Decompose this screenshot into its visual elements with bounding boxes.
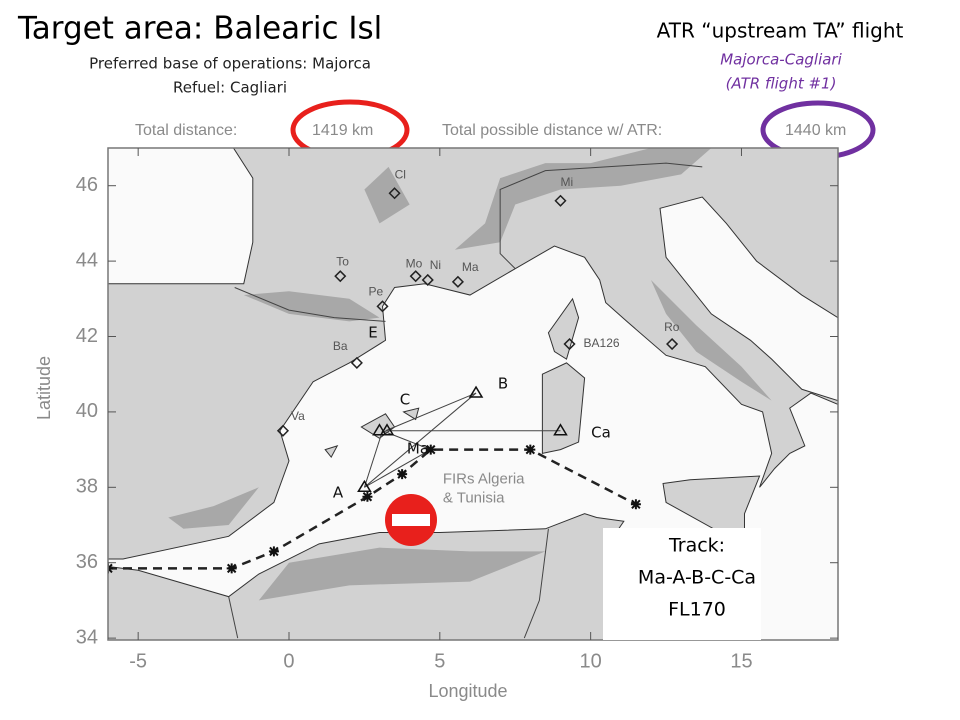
border bbox=[234, 287, 386, 322]
y-tick-label: 38 bbox=[76, 476, 98, 498]
waypoint-label: Ca bbox=[591, 424, 611, 442]
y-tick-label: 40 bbox=[76, 400, 98, 422]
station bbox=[409, 270, 422, 283]
track-point bbox=[525, 444, 536, 455]
distance-label: Total distance: bbox=[135, 122, 237, 139]
mountains bbox=[258, 547, 546, 601]
mountains bbox=[364, 166, 410, 224]
waypoint-label: Ma bbox=[407, 440, 429, 458]
station-label: Cl bbox=[395, 167, 406, 181]
route-leg bbox=[364, 392, 477, 488]
flight-title: ATR “upstream TA” flight bbox=[657, 19, 904, 43]
island bbox=[324, 444, 339, 459]
track-point bbox=[226, 563, 237, 574]
x-tick-label: 5 bbox=[434, 650, 445, 672]
station-label: Ro bbox=[664, 320, 680, 334]
route-leg bbox=[385, 392, 477, 432]
island bbox=[402, 407, 420, 421]
mountains bbox=[243, 291, 380, 322]
distance-value: 1419 km bbox=[312, 122, 373, 139]
flight-track bbox=[108, 448, 637, 570]
subtitle: Preferred base of operations: Majorca bbox=[89, 55, 371, 73]
station bbox=[388, 187, 401, 200]
map-frame bbox=[107, 147, 839, 641]
station bbox=[334, 270, 347, 283]
waypoint bbox=[372, 423, 387, 436]
station-label: Ba bbox=[333, 339, 348, 353]
station bbox=[421, 273, 434, 287]
y-tick-label: 34 bbox=[76, 626, 98, 648]
island bbox=[547, 297, 580, 360]
track-box bbox=[603, 528, 761, 640]
waypoint bbox=[468, 385, 484, 398]
station bbox=[376, 300, 389, 313]
y-tick-label: 44 bbox=[76, 249, 98, 271]
possible-label: Total possible distance w/ ATR: bbox=[442, 122, 662, 139]
station bbox=[350, 356, 363, 369]
station-label: Ni bbox=[430, 258, 441, 272]
track-text: Ma-A-B-C-Ca bbox=[638, 567, 756, 589]
y-axis-label: Latitude bbox=[34, 356, 54, 420]
no-entry-bar bbox=[392, 514, 430, 526]
waypoint-label: C bbox=[400, 391, 410, 409]
fir-label: FIRs Algeria bbox=[443, 471, 525, 488]
sea bbox=[108, 148, 254, 285]
station bbox=[666, 337, 679, 351]
track-text: Track: bbox=[668, 535, 725, 557]
sea bbox=[659, 196, 838, 402]
island bbox=[662, 475, 761, 537]
station-label: Mo bbox=[406, 256, 423, 270]
waypoint bbox=[379, 423, 395, 436]
station-label: Ma bbox=[462, 260, 479, 274]
fir-label: & Tunisia bbox=[443, 490, 505, 507]
border bbox=[523, 528, 549, 639]
waypoint bbox=[553, 423, 568, 436]
axes: -5 0 5 10 15 34 36 38 40 42 44 46 bbox=[76, 148, 838, 672]
station bbox=[563, 337, 576, 351]
flight-number: (ATR flight #1) bbox=[726, 75, 837, 93]
x-tick-label: 15 bbox=[730, 650, 752, 672]
waypoint-label: E bbox=[368, 324, 377, 342]
x-tick-label: 10 bbox=[580, 650, 602, 672]
y-tick-label: 42 bbox=[76, 325, 98, 347]
station-label: Pe bbox=[369, 285, 384, 299]
slide-title: Target area: Balearic Isl bbox=[17, 11, 382, 47]
waypoint-label: A bbox=[333, 484, 344, 502]
y-tick-label: 46 bbox=[76, 174, 98, 196]
possible-value: 1440 km bbox=[785, 122, 846, 139]
island bbox=[541, 362, 586, 454]
mountains bbox=[168, 487, 259, 529]
waypoint bbox=[357, 479, 372, 493]
border bbox=[228, 596, 239, 639]
x-axis-label: Longitude bbox=[428, 681, 507, 701]
mountains bbox=[454, 148, 712, 250]
x-tick-label: 0 bbox=[283, 650, 294, 672]
track-point bbox=[397, 469, 408, 480]
track-text: FL170 bbox=[668, 599, 726, 621]
station-label: Mi bbox=[560, 175, 573, 189]
station-label: BA126 bbox=[584, 336, 620, 350]
track-point bbox=[268, 546, 279, 557]
x-tick-label: -5 bbox=[129, 650, 147, 672]
track-point bbox=[425, 444, 436, 455]
station bbox=[451, 275, 464, 288]
mountains bbox=[650, 279, 772, 401]
station bbox=[554, 194, 567, 207]
y-tick-label: 36 bbox=[76, 551, 98, 573]
flight-route: Majorca-Cagliari bbox=[720, 51, 842, 69]
station bbox=[276, 424, 290, 437]
subtitle: Refuel: Cagliari bbox=[173, 79, 287, 97]
track-point bbox=[630, 499, 641, 510]
route-leg bbox=[382, 430, 431, 451]
route-leg bbox=[363, 430, 383, 488]
station-label: To bbox=[336, 254, 349, 268]
route-leg bbox=[364, 449, 432, 488]
border bbox=[499, 162, 703, 269]
track-point bbox=[362, 491, 373, 502]
station-label: Va bbox=[291, 409, 305, 423]
waypoint-label: B bbox=[498, 375, 508, 393]
